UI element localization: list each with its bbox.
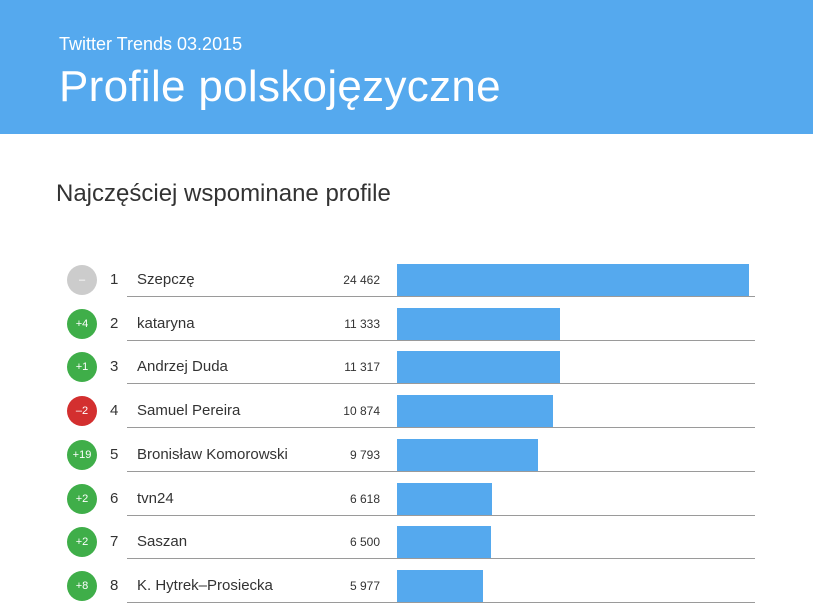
row-divider [127, 427, 755, 428]
row-divider [127, 602, 755, 603]
rank-number: 3 [110, 358, 119, 375]
row-divider [127, 558, 755, 559]
rank-change-badge: +2 [67, 484, 97, 514]
page-title: Profile polskojęzyczne [59, 62, 501, 111]
header-subtitle: Twitter Trends 03.2015 [59, 34, 243, 54]
row-divider [127, 515, 755, 516]
ranking-row: +8 8 K. Hytrek–Prosiecka 5 977 [0, 564, 813, 608]
row-divider [127, 383, 755, 384]
rank-change-badge: – [67, 265, 97, 295]
ranking-row: –1 Szepczę 24 462 [0, 258, 813, 302]
mention-bar [397, 351, 560, 383]
rank-change-badge: +4 [67, 309, 97, 339]
rank-change-badge: +19 [67, 440, 97, 470]
chart-title: Najczęściej wspominane profile [56, 180, 391, 207]
row-divider [127, 340, 755, 341]
mention-bar [397, 526, 491, 558]
mention-count-label: 9 793 [349, 448, 380, 462]
rank-number: 5 [110, 446, 119, 463]
mention-count-label: 10 874 [343, 404, 380, 418]
mention-bar [397, 570, 483, 602]
rank-number: 4 [110, 402, 119, 419]
mention-count-label: 11 317 [344, 360, 380, 374]
profile-name: tvn24 [137, 490, 174, 507]
header: Twitter Trends 03.2015 Profile polskojęz… [0, 0, 813, 134]
rank-change-badge: +8 [67, 571, 97, 601]
rank-number: 2 [110, 315, 119, 332]
row-divider [127, 296, 755, 297]
mention-bar [397, 308, 560, 340]
ranking-row: +2 7 Saszan 6 500 [0, 520, 813, 564]
mention-count-label: 6 500 [349, 535, 380, 549]
rank-number: 1 [110, 271, 119, 288]
ranking-row: +4 2 kataryna 11 333 [0, 302, 813, 346]
mention-count-label: 11 333 [344, 317, 380, 331]
mention-count-label: 5 977 [349, 579, 380, 593]
rank-number: 7 [110, 533, 119, 550]
rank-change-badge: +2 [67, 527, 97, 557]
profile-name: Andrzej Duda [137, 358, 228, 375]
profile-name: Saszan [137, 533, 188, 550]
mention-bar [397, 439, 538, 471]
mention-bar [397, 395, 553, 427]
row-divider [127, 471, 755, 472]
profile-name: Szepczę [137, 271, 195, 288]
profile-name: Samuel Pereira [137, 402, 241, 419]
mention-count-label: 6 618 [349, 492, 380, 506]
ranking-row: +2 6 tvn24 6 618 [0, 477, 813, 521]
profile-name: K. Hytrek–Prosiecka [137, 577, 273, 594]
ranking-row: +1 3 Andrzej Duda 11 317 [0, 345, 813, 389]
ranking-row: +19 5 Bronisław Komorowski 9 793 [0, 433, 813, 477]
profile-name: Bronisław Komorowski [137, 446, 288, 463]
profile-name: kataryna [137, 315, 195, 332]
rank-change-badge: +1 [67, 352, 97, 382]
rank-change-badge: –2 [67, 396, 97, 426]
rank-number: 8 [110, 577, 119, 594]
mention-bar [397, 264, 749, 296]
rank-number: 6 [110, 490, 119, 507]
mention-count-label: 24 462 [343, 273, 380, 287]
ranking-row: –2 4 Samuel Pereira 10 874 [0, 389, 813, 433]
mention-bar [397, 483, 492, 515]
